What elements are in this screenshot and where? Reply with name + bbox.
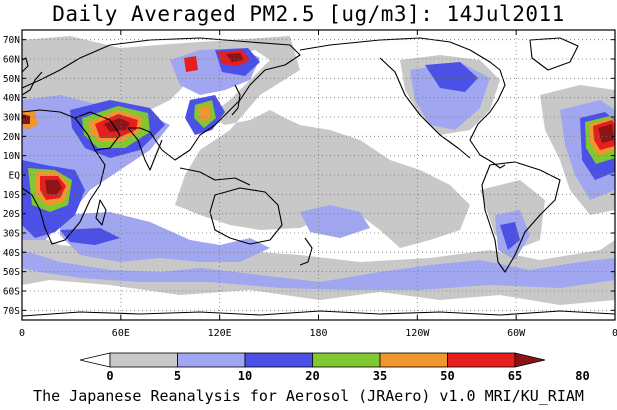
colorbar-tick-label: 80 <box>575 369 589 383</box>
footer-credit: The Japanese Reanalysis for Aerosol (JRA… <box>33 387 584 405</box>
coastline-india <box>127 127 163 171</box>
coastline-antarctica <box>21 310 616 317</box>
latitude-label: 40S <box>3 248 20 259</box>
longitude-label: 120W <box>405 328 430 339</box>
pm25-band-10-20 <box>22 250 615 290</box>
colorbar-segment <box>514 352 546 368</box>
colorbar-segment <box>109 352 178 368</box>
coastline-madagascar <box>95 199 107 226</box>
latitude-label: 20N <box>3 132 20 143</box>
coastline-south-america <box>481 161 561 273</box>
latitude-label: 30N <box>3 113 20 124</box>
coastline-africa <box>21 109 106 245</box>
pm25-band-10-20 <box>300 205 370 238</box>
pm25-band-10-20 <box>60 212 270 262</box>
colorbar-tick-label: 5 <box>174 369 181 383</box>
latitude-labels: 70N 60N 50N 40N 30N 20N 10N EQ 10S 20S 30S 40S 50S 60… <box>3 35 20 317</box>
coastline-west-europe <box>21 71 43 96</box>
coastline-australia <box>209 187 283 245</box>
longitude-label: 180 <box>309 328 327 339</box>
latitude-label: 40N <box>3 93 20 104</box>
map-plot-area <box>21 29 616 321</box>
coastline-indonesia <box>179 167 251 186</box>
colorbar-tick-label: 50 <box>440 369 454 383</box>
colorbar-labels: 0 5 10 20 35 50 65 80 <box>106 369 589 383</box>
colorbar-tick-label: 0 <box>106 369 113 383</box>
colorbar-segment <box>177 352 246 368</box>
latitude-label: 20S <box>3 209 20 220</box>
pm25-band-above-80 <box>45 180 62 195</box>
pm25-band-65-80 <box>184 56 198 72</box>
latitude-label: 50N <box>3 74 20 85</box>
colorbar-tick-label: 10 <box>238 369 252 383</box>
coastline-new-zealand <box>299 237 313 266</box>
colorbar-tick-label: 20 <box>305 369 319 383</box>
coastlines <box>21 37 616 317</box>
colorbar-segment <box>379 352 448 368</box>
latitude-label: 10S <box>3 190 20 201</box>
map-title: Daily Averaged PM2.5 [ug/m3]: 14Jul2011 <box>52 2 565 26</box>
pm25-band-above-80 <box>226 53 244 62</box>
coastline-north-america <box>299 37 506 169</box>
coastline-north-america-west <box>379 57 471 159</box>
coastline-arabia <box>74 111 121 151</box>
colorbar <box>79 352 546 368</box>
colorbar-segment <box>447 352 516 368</box>
pm25-band-above-80 <box>598 124 614 143</box>
pm25-band-20-35 <box>500 222 520 250</box>
longitude-labels: 0 60E 120E 180 120W 60W 0 <box>19 328 617 339</box>
latitude-label: EQ <box>9 171 21 182</box>
colorbar-segment <box>312 352 381 368</box>
latitude-label: 50S <box>3 267 20 278</box>
longitude-label: 60W <box>507 328 526 339</box>
colorbar-tick-label: 35 <box>373 369 387 383</box>
latitude-label: 60N <box>3 55 20 66</box>
coastline-japan <box>231 84 241 116</box>
latitude-label: 70N <box>3 35 20 46</box>
longitude-label: 0 <box>19 328 25 339</box>
coastline-greenland <box>529 37 579 71</box>
pm25-band-20-35 <box>60 228 120 245</box>
latitude-label: 10N <box>3 151 20 162</box>
latitude-label: 70S <box>3 306 20 317</box>
pm25-band-20-35 <box>425 62 478 92</box>
colorbar-segment <box>79 352 111 368</box>
colorbar-segment <box>244 352 313 368</box>
colorbar-tick-label: 65 <box>508 369 522 383</box>
latitude-label: 30S <box>3 229 20 240</box>
pm25-band-5-10 <box>22 36 470 248</box>
pm25-field <box>22 36 615 305</box>
latitude-ticks <box>22 39 615 311</box>
graticule <box>21 30 616 320</box>
pm25-band-50-65 <box>198 104 211 122</box>
longitude-label: 60E <box>112 328 130 339</box>
longitude-label: 0 <box>612 328 617 339</box>
longitude-ticks <box>21 30 616 320</box>
coastline-eurasia <box>21 37 301 161</box>
latitude-label: 60S <box>3 287 20 298</box>
longitude-label: 120E <box>208 328 232 339</box>
pm25-band-above-80 <box>104 118 130 132</box>
